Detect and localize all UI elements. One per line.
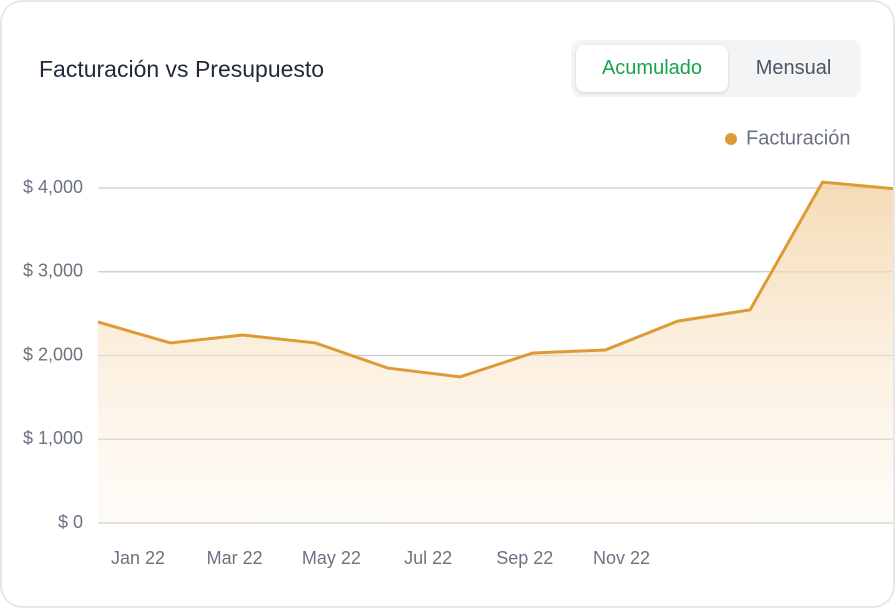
area bbox=[98, 182, 893, 523]
legend-marker bbox=[725, 133, 737, 145]
x-tick-label: Jan 22 bbox=[111, 548, 165, 568]
toggle-button[interactable]: Acumulado bbox=[576, 45, 728, 92]
legend-label: Facturación bbox=[746, 127, 851, 149]
y-tick-label: $ 0 bbox=[58, 512, 83, 532]
y-tick-label: $ 1,000 bbox=[23, 428, 83, 448]
line bbox=[97, 180, 893, 379]
title: Facturación vs Presupuesto bbox=[39, 56, 325, 82]
x-tick-label: Nov 22 bbox=[593, 548, 650, 568]
toggle-button[interactable]: Mensual bbox=[755, 57, 832, 79]
y-tick-label: $ 2,000 bbox=[23, 344, 83, 364]
y-tick-label: $ 3,000 bbox=[23, 261, 83, 281]
x-tick-label: Sep 22 bbox=[496, 548, 553, 568]
toggle: Acumulado Mensual bbox=[571, 40, 861, 97]
x-tick-label: Jul 22 bbox=[404, 548, 452, 568]
x-tick-label: Mar 22 bbox=[207, 548, 263, 568]
x-tick-label: May 22 bbox=[302, 548, 361, 568]
y-tick-label: $ 4,000 bbox=[23, 177, 83, 197]
